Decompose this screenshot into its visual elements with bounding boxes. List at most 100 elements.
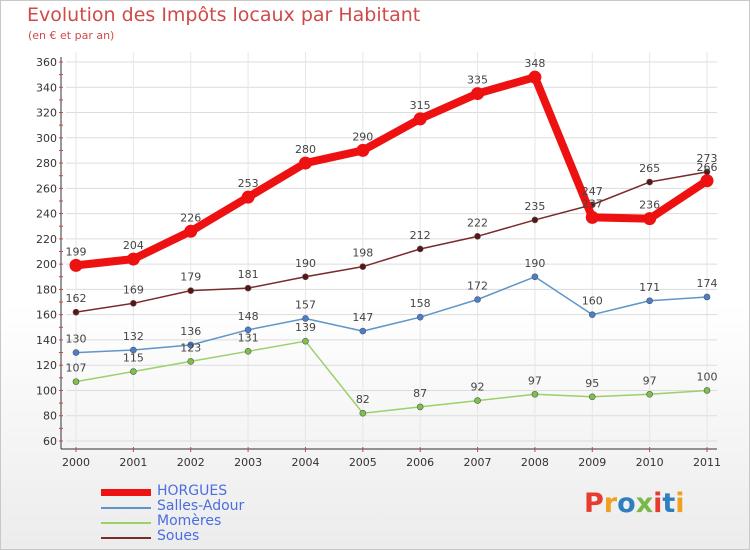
data-point-salles-adour [72,349,80,356]
y-tick-label: 300 [36,132,57,145]
data-point-horgues [241,190,255,204]
data-label-salles-adour: 136 [180,325,201,338]
data-label-salles-adour: 158 [410,297,431,310]
data-point-soues [416,245,424,253]
y-tick-label: 260 [36,182,57,195]
data-label-salles-adour: 174 [697,277,718,290]
data-label-soues: 190 [295,257,316,270]
data-label-horgues: 237 [582,197,603,210]
data-label-salles-adour: 190 [524,257,545,270]
x-tick-label: 2003 [234,456,262,469]
data-label-soues: 198 [352,247,373,260]
data-point-salles-adour [130,346,137,354]
data-point-horgues [298,156,312,170]
x-tick-label: 2005 [349,456,377,469]
data-label-mom-res: 97 [528,374,542,387]
series-layer [69,70,714,417]
y-tick-label: 120 [36,359,57,372]
chart-title: Evolution des Impôts locaux par Habitant [27,4,421,26]
data-point-salles-adour [474,296,481,303]
data-point-mom-res [588,393,596,401]
data-label-mom-res: 131 [238,331,259,344]
data-point-soues [531,216,539,224]
data-point-mom-res [416,403,424,411]
data-point-horgues [126,252,140,266]
data-label-soues: 247 [582,185,603,198]
data-point-mom-res [187,358,195,365]
data-point-soues [474,233,481,240]
y-tick-label: 200 [36,258,57,271]
data-point-mom-res [359,409,367,417]
data-point-salles-adour [302,315,309,322]
data-point-salles-adour [244,326,252,334]
data-label-horgues: 266 [697,161,718,174]
data-point-mom-res [72,378,80,385]
data-label-salles-adour: 160 [582,295,603,308]
data-point-mom-res [244,348,252,355]
data-point-mom-res [474,397,481,404]
data-point-horgues [643,212,657,226]
logo-letter: r [603,488,618,519]
data-point-salles-adour [703,293,711,301]
data-point-soues [244,284,252,292]
data-label-soues: 181 [238,268,259,281]
y-tick-label: 140 [36,334,57,347]
proxiti-logo: Proxiti [584,488,685,519]
data-label-horgues: 253 [238,177,259,190]
data-point-soues [130,299,137,307]
y-tick-label: 280 [36,157,57,170]
x-tick-label: 2010 [636,456,664,469]
data-label-salles-adour: 130 [66,333,87,346]
data-point-mom-res [646,390,653,398]
y-tick-label: 240 [36,208,57,221]
logo-letter: o [617,488,636,519]
chart-subtitle: (en € et par an) [28,29,115,42]
data-label-horgues: 204 [123,239,144,252]
data-label-soues: 162 [66,292,87,305]
y-tick-label: 340 [36,81,57,94]
data-point-horgues [356,143,370,157]
series-line-mom-res [75,340,708,414]
legend-swatch [101,537,151,539]
y-tick-label: 100 [36,384,57,397]
data-label-horgues: 290 [352,130,373,143]
data-point-soues [646,178,653,186]
data-label-salles-adour: 148 [238,310,259,323]
data-point-horgues [528,70,542,84]
x-tick-label: 2004 [291,456,319,469]
legend-label: Salles-Adour [157,498,245,514]
data-point-soues [302,273,309,281]
data-label-soues: 265 [639,162,660,175]
data-label-salles-adour: 171 [639,281,660,294]
legend-swatch [101,489,151,496]
data-point-mom-res [302,337,309,345]
logo-letter: i [675,488,685,519]
x-tick-label: 2006 [406,456,434,469]
legend-swatch [101,507,151,509]
data-label-mom-res: 87 [413,387,427,400]
y-tick-label: 160 [36,309,57,322]
data-label-soues: 179 [180,271,201,284]
data-point-salles-adour [359,327,367,335]
data-point-salles-adour [416,313,424,321]
data-point-salles-adour [588,311,596,318]
data-point-salles-adour [646,297,653,305]
x-tick-label: 2007 [464,456,492,469]
x-tick-label: 2000 [62,456,90,469]
legend-label: HORGUES [157,483,228,499]
logo-letter: x [635,488,654,519]
data-label-mom-res: 107 [66,362,87,375]
data-label-horgues: 315 [410,99,431,112]
data-point-horgues [69,258,83,272]
data-label-horgues: 199 [66,245,87,258]
series-line-horgues [72,73,711,270]
data-point-horgues [184,224,198,238]
data-label-soues: 212 [410,229,431,242]
data-point-mom-res [130,368,137,375]
data-point-soues [72,308,80,316]
logo-letter: t [662,488,676,519]
data-label-soues: 273 [697,152,718,165]
data-labels: 162 169 179 181 190 198 212 222 235 247 265 273 130 1… [66,57,718,406]
